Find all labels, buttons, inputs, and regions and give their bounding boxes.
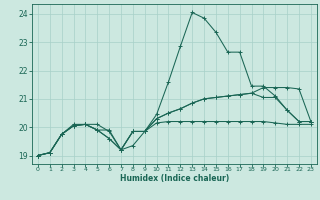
X-axis label: Humidex (Indice chaleur): Humidex (Indice chaleur) [120, 174, 229, 183]
